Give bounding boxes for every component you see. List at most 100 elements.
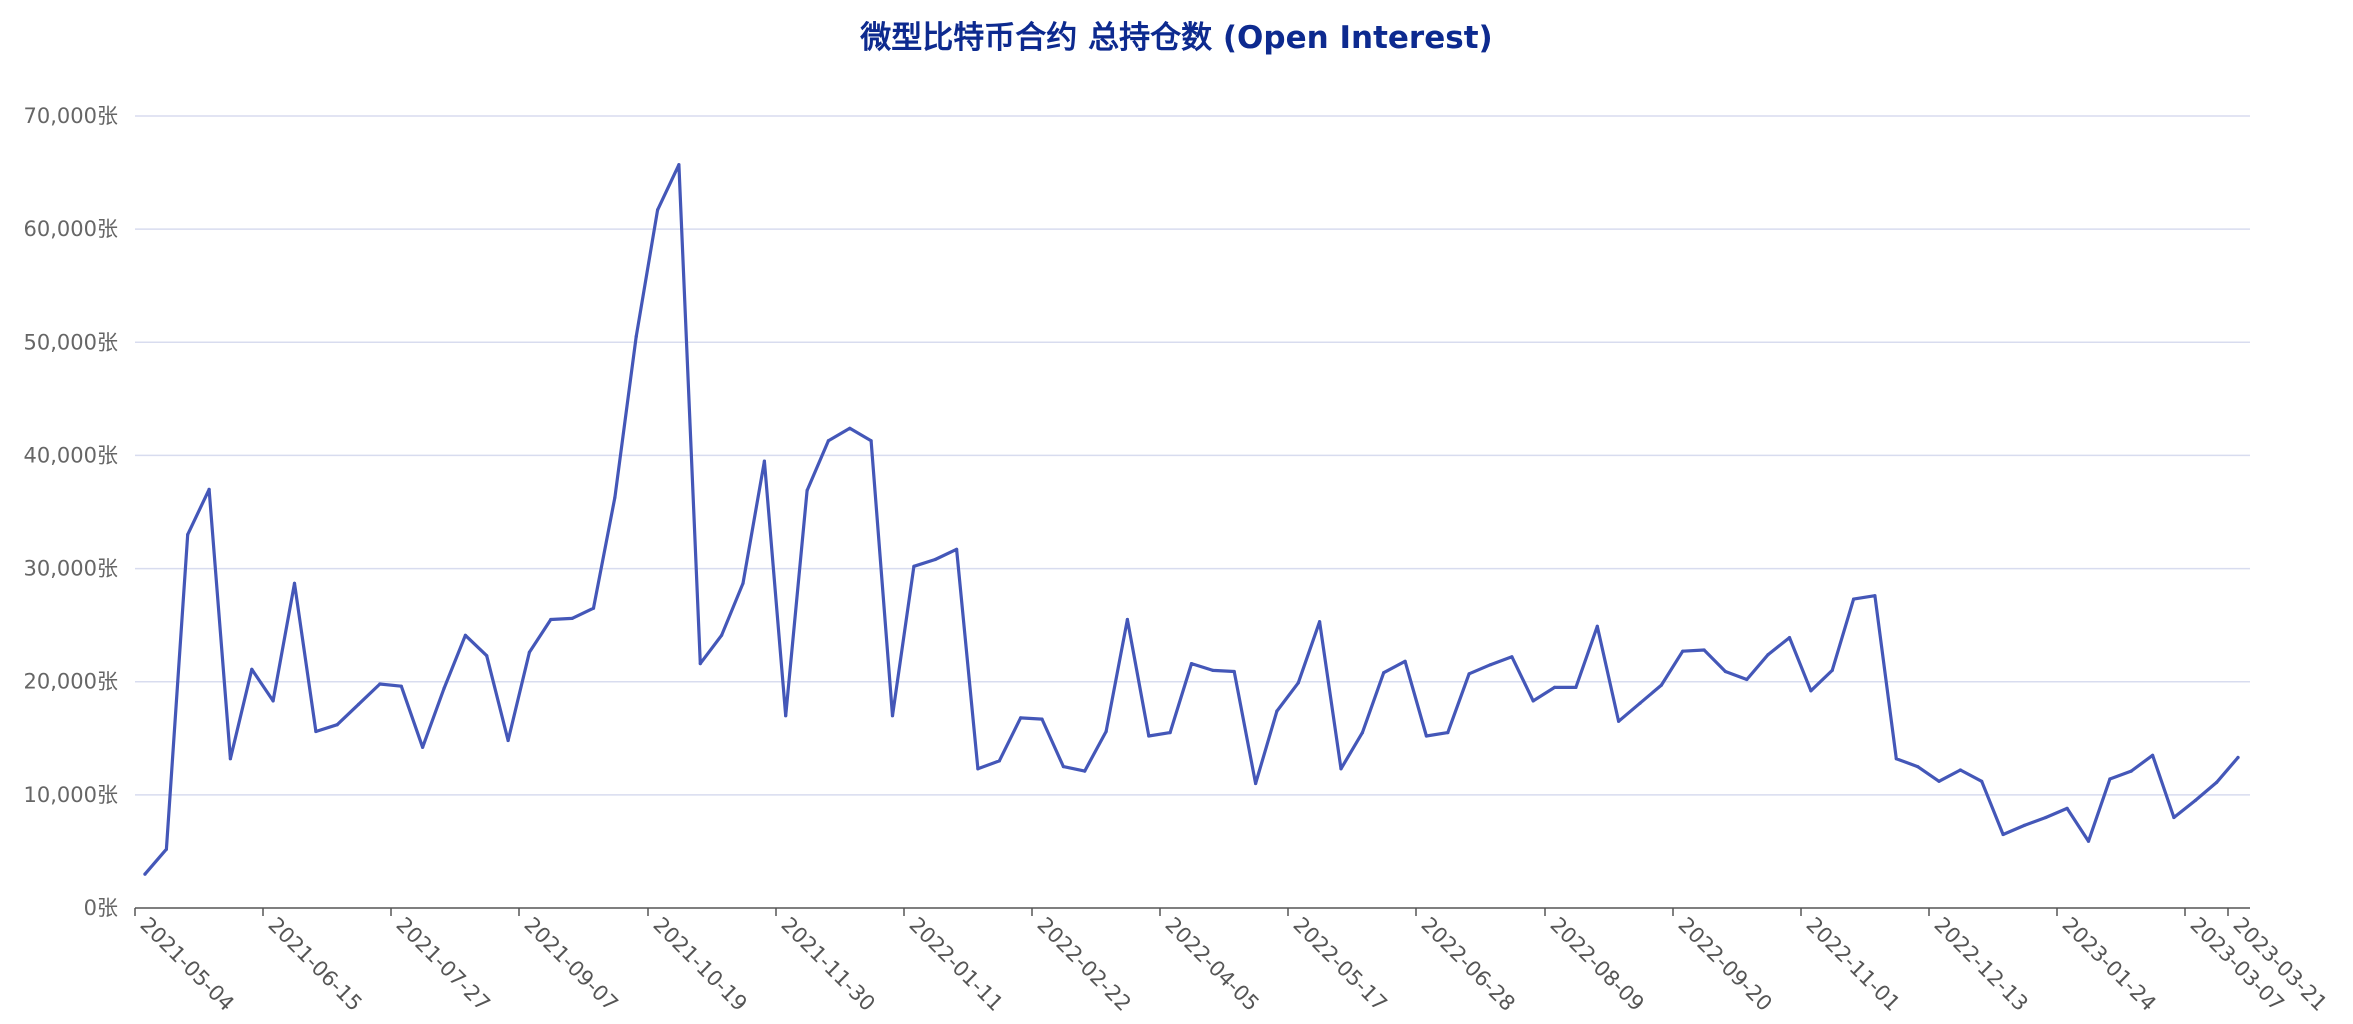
data-point — [2215, 780, 2219, 785]
data-point — [1019, 716, 1023, 720]
data-point — [634, 335, 638, 339]
data-point — [2151, 753, 2155, 757]
x-tick-label: 2021-05-04 — [135, 913, 238, 1016]
data-point — [890, 714, 895, 718]
y-tick-label: 60,000张 — [24, 217, 118, 241]
data-point — [1617, 719, 1621, 723]
y-tick-label: 40,000张 — [24, 443, 118, 467]
data-point — [1168, 731, 1172, 735]
data-point — [1104, 729, 1108, 734]
data-point — [271, 699, 275, 703]
data-point — [292, 581, 297, 585]
data-point — [1296, 681, 1300, 685]
data-point — [1232, 669, 1236, 674]
data-point — [591, 606, 596, 610]
data-point — [1061, 765, 1065, 769]
data-point — [506, 738, 510, 743]
data-point — [186, 533, 190, 537]
data-point — [357, 702, 361, 706]
data-point — [1723, 669, 1727, 674]
y-tick-label: 0张 — [84, 896, 118, 920]
data-point — [1083, 769, 1087, 773]
data-point — [1937, 779, 1941, 783]
data-point — [1766, 653, 1770, 657]
data-point — [1147, 734, 1151, 738]
y-tick-label: 10,000张 — [24, 783, 118, 807]
x-tick-label: 2022-08-09 — [1545, 913, 1648, 1016]
data-point — [677, 163, 681, 167]
data-point — [741, 581, 745, 585]
data-point — [805, 488, 809, 493]
data-point — [1916, 765, 1920, 769]
y-tick-label: 50,000张 — [24, 330, 118, 354]
data-point — [720, 633, 724, 637]
data-point — [933, 557, 937, 562]
data-point — [1638, 701, 1642, 705]
y-axis-ticks: 0张 10,000张 20,000张 30,000张 40,000张 50,000张 60,… — [24, 104, 118, 920]
x-tick-label: 2022-09-20 — [1673, 913, 1776, 1016]
data-point — [549, 617, 553, 622]
data-point — [2065, 806, 2069, 811]
data-point — [1189, 662, 1194, 666]
data-point — [1745, 677, 1749, 682]
x-tick-label: 2023-01-24 — [2057, 913, 2160, 1016]
data-point — [1403, 659, 1407, 663]
data-point — [570, 616, 574, 621]
data-point — [997, 759, 1001, 763]
x-tick-label: 2022-06-28 — [1416, 913, 1519, 1016]
data-point — [1980, 779, 1984, 783]
data-point — [1125, 617, 1129, 622]
data-point — [826, 439, 831, 443]
data-point — [399, 684, 403, 688]
chart-title: 微型比特币合约 总持仓数 (Open Interest) — [860, 20, 1493, 56]
series-line — [143, 163, 2240, 876]
data-point — [2044, 815, 2048, 820]
x-tick-label: 2021-07-27 — [391, 913, 494, 1016]
data-point — [485, 654, 489, 658]
data-point — [250, 667, 254, 671]
data-point — [314, 729, 318, 734]
data-point — [335, 723, 339, 727]
x-tick-label: 2022-04-05 — [1160, 913, 1263, 1016]
x-tick-label: 2022-01-11 — [904, 913, 1007, 1016]
data-point — [442, 686, 446, 691]
data-point — [1659, 683, 1663, 687]
data-point — [421, 745, 425, 749]
series-layer — [143, 163, 2240, 876]
y-tick-label: 70,000张 — [24, 104, 118, 128]
grid-layer — [135, 115, 2250, 796]
data-point — [1254, 781, 1258, 786]
data-point — [1339, 767, 1343, 771]
data-point — [1873, 594, 1877, 598]
x-tick-label: 2021-09-07 — [519, 913, 622, 1016]
data-point — [1595, 624, 1599, 628]
data-point — [1318, 620, 1322, 624]
data-point — [1360, 731, 1364, 735]
data-point — [1531, 699, 1535, 703]
data-point — [207, 487, 211, 491]
data-point — [1574, 685, 1578, 690]
data-point — [1488, 663, 1493, 667]
data-point — [1510, 655, 1514, 659]
data-point — [1211, 668, 1215, 673]
data-point — [848, 426, 852, 430]
data-point — [1958, 768, 1962, 772]
x-tick-label: 2021-06-15 — [263, 913, 366, 1016]
data-point — [912, 564, 916, 568]
data-point — [698, 662, 702, 666]
x-tick-label: 2022-11-01 — [1801, 913, 1904, 1016]
data-point — [613, 495, 617, 499]
data-point — [2236, 755, 2240, 760]
data-point — [2129, 769, 2133, 773]
data-point — [656, 208, 660, 212]
data-point — [2086, 839, 2091, 843]
data-point — [2193, 798, 2197, 803]
data-point — [762, 459, 767, 463]
data-point — [955, 547, 959, 551]
x-tick-label: 2022-05-17 — [1288, 913, 1391, 1016]
y-tick-label: 30,000张 — [24, 557, 118, 581]
data-point — [1424, 734, 1428, 738]
x-tick-label: 2021-10-19 — [648, 913, 751, 1016]
